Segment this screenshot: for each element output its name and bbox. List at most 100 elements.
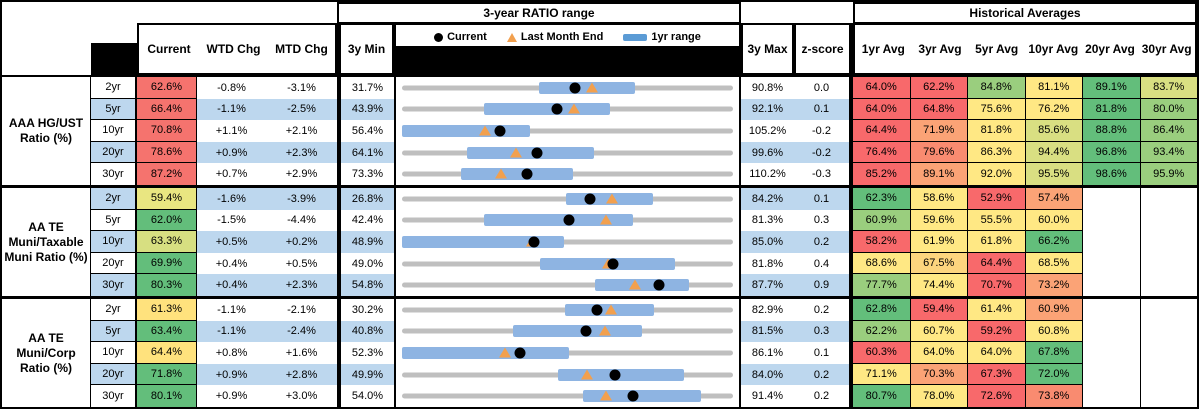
wtd-chg-cell: -0.8%	[217, 81, 246, 94]
current-cell: 70.8%	[137, 120, 197, 142]
table-row: 30yr 87.2% +0.7% +2.9% 73.3% 110.2% -0.3 85.2% 8…	[91, 163, 1197, 185]
last-month-triangle	[479, 125, 492, 136]
tenor-cell: 2yr	[91, 77, 137, 99]
current-dot	[609, 369, 621, 381]
avg-cell: 62.8%	[853, 299, 910, 321]
avg-cell: 85.6%	[1024, 120, 1082, 142]
change-columns-header: Current WTD Chg MTD Chg	[137, 23, 337, 75]
avg-cell: 70.7%	[967, 274, 1025, 296]
1yr-range-bar	[484, 103, 611, 116]
tenor-cell: 20yr	[91, 141, 137, 164]
zscore-cell: 0.1	[794, 188, 853, 210]
range-chart-cell	[394, 163, 741, 185]
avg-cell	[1082, 320, 1140, 343]
range-track	[402, 128, 733, 134]
mtd-chg-cell: +2.3%	[266, 141, 337, 164]
table-row: 20yr 71.8% +0.9% +2.8% 49.9% 84.0% 0.2 71.1% 70.…	[91, 363, 1197, 386]
current-dot	[528, 236, 540, 248]
3y-max-cell: 110.2%	[749, 168, 786, 181]
wtd-chg-cell: +0.5%	[197, 231, 266, 253]
tenor-cell: 2yr	[91, 299, 137, 321]
1yr-range-bar	[467, 146, 595, 159]
current-cell: 87.2%	[137, 163, 197, 185]
avg-cell: 88.8%	[1082, 120, 1140, 142]
avg-cell: 72.6%	[967, 385, 1025, 407]
zscore-cell: 0.1	[794, 98, 853, 121]
chart-legend-cell: Current Last Month End 1yr range	[394, 23, 741, 75]
avg-cell: 62.2%	[853, 320, 910, 343]
current-cell: 78.6%	[137, 141, 197, 164]
avg-col-header-20yr: 20yr Avg	[1085, 42, 1135, 56]
header-area: 3-year RATIO range Historical Averages C…	[2, 2, 1197, 75]
avg-cell: 95.5%	[1024, 163, 1082, 185]
legend-last-month-triangle-icon	[506, 32, 517, 42]
wtd-chg-cell: -1.1%	[217, 303, 246, 316]
table-row: 20yr 78.6% +0.9% +2.3% 64.1% 99.6% -0.2 76.4% 79…	[91, 141, 1197, 164]
avg-cell: 81.1%	[1024, 77, 1082, 99]
3y-min-cell: 42.4%	[337, 209, 394, 232]
3y-max-cell: 87.7%	[741, 274, 794, 296]
avg-cell	[1082, 385, 1140, 407]
avg-cell	[1082, 299, 1140, 321]
range-chart-cell	[394, 363, 741, 386]
1yr-range-bar	[512, 325, 642, 338]
avg-cell: 61.9%	[909, 231, 967, 253]
table-row: 10yr 63.3% +0.5% +0.2% 48.9% 85.0% 0.2 58.2% 61.…	[91, 231, 1197, 253]
table-row: 30yr 80.1% +0.9% +3.0% 54.0% 91.4% 0.2 80.7% 78.…	[91, 385, 1197, 407]
avg-cell: 83.7%	[1139, 77, 1197, 99]
table-row: 5yr 63.4% -1.1% -2.4% 40.8% 81.5% 0.3 62.2% 60.7…	[91, 320, 1197, 343]
avg-cell	[1139, 363, 1197, 386]
table-row: 2yr 61.3% -1.1% -2.1% 30.2% 82.9% 0.2 62.8% 59.4…	[91, 299, 1197, 321]
tenor-cell: 5yr	[91, 209, 137, 232]
avg-cell	[1139, 385, 1197, 407]
wtd-chg-cell: -1.6%	[197, 188, 266, 210]
zscore-cell: 0.2	[794, 299, 853, 321]
avg-cell: 60.8%	[1024, 320, 1082, 343]
legend-1yr-range-bar-icon	[623, 33, 648, 41]
avg-cell	[1082, 209, 1140, 232]
wtd-chg-cell: +0.4%	[215, 257, 248, 270]
group-rows: 2yr 59.4% -1.6% -3.9% 26.8% 84.2% 0.1 62.3% 58.6…	[91, 188, 1197, 296]
3y-min-cell: 64.1%	[337, 141, 394, 164]
ratio-group: AAA HG/UST Ratio (%) 2yr 62.6% -0.8% -3.1% 31…	[2, 77, 1197, 185]
current-dot	[551, 103, 562, 115]
avg-cell: 60.9%	[1024, 299, 1082, 321]
wtd-chg-cell: +0.9%	[197, 141, 266, 164]
wtd-chg-cell: -1.5%	[217, 214, 246, 227]
current-cell: 64.4%	[137, 342, 197, 364]
avg-cell	[1082, 363, 1140, 386]
range-chart-cell	[394, 320, 741, 343]
avg-cell: 67.8%	[1024, 342, 1082, 364]
current-cell: 61.3%	[137, 299, 197, 321]
avg-cell: 58.6%	[909, 188, 967, 210]
avg-col-header-3yr: 3yr Avg	[918, 42, 962, 56]
range-track	[402, 239, 733, 245]
1yr-range-bar	[583, 390, 702, 403]
zscore-cell: 0.9	[794, 274, 853, 296]
avg-cell	[1139, 320, 1197, 343]
legend: Current Last Month End 1yr range	[396, 27, 739, 47]
group-label: AA TE Muni/Corp Ratio (%)	[2, 299, 91, 407]
zscore-cell: 0.3	[794, 209, 853, 232]
ratio-range-header: 3-year RATIO range	[337, 2, 741, 24]
zscore-cell: -0.3	[794, 163, 853, 185]
avg-cell	[1139, 231, 1197, 253]
current-dot	[494, 125, 506, 137]
3y-min-cell: 73.3%	[337, 163, 394, 185]
range-chart-cell	[394, 252, 741, 275]
last-month-triangle	[600, 214, 613, 225]
3y-max-cell: 105.2%	[748, 124, 787, 137]
range-chart-cell	[394, 120, 741, 142]
mtd-chg-cell: -3.9%	[266, 188, 337, 210]
current-cell: 63.4%	[137, 320, 197, 343]
legend-current-dot-icon	[434, 32, 444, 42]
legend-last-month-item: Last Month End	[506, 31, 603, 43]
range-chart-cell	[394, 98, 741, 121]
avg-cell	[1082, 252, 1140, 275]
3y-max-cell: 86.1%	[751, 346, 784, 359]
current-cell: 66.4%	[137, 98, 197, 121]
table-row: 5yr 62.0% -1.5% -4.4% 42.4% 81.3% 0.3 60.9% 59.6…	[91, 209, 1197, 232]
tenor-cell: 30yr	[91, 385, 137, 407]
current-cell: 80.1%	[137, 385, 197, 407]
